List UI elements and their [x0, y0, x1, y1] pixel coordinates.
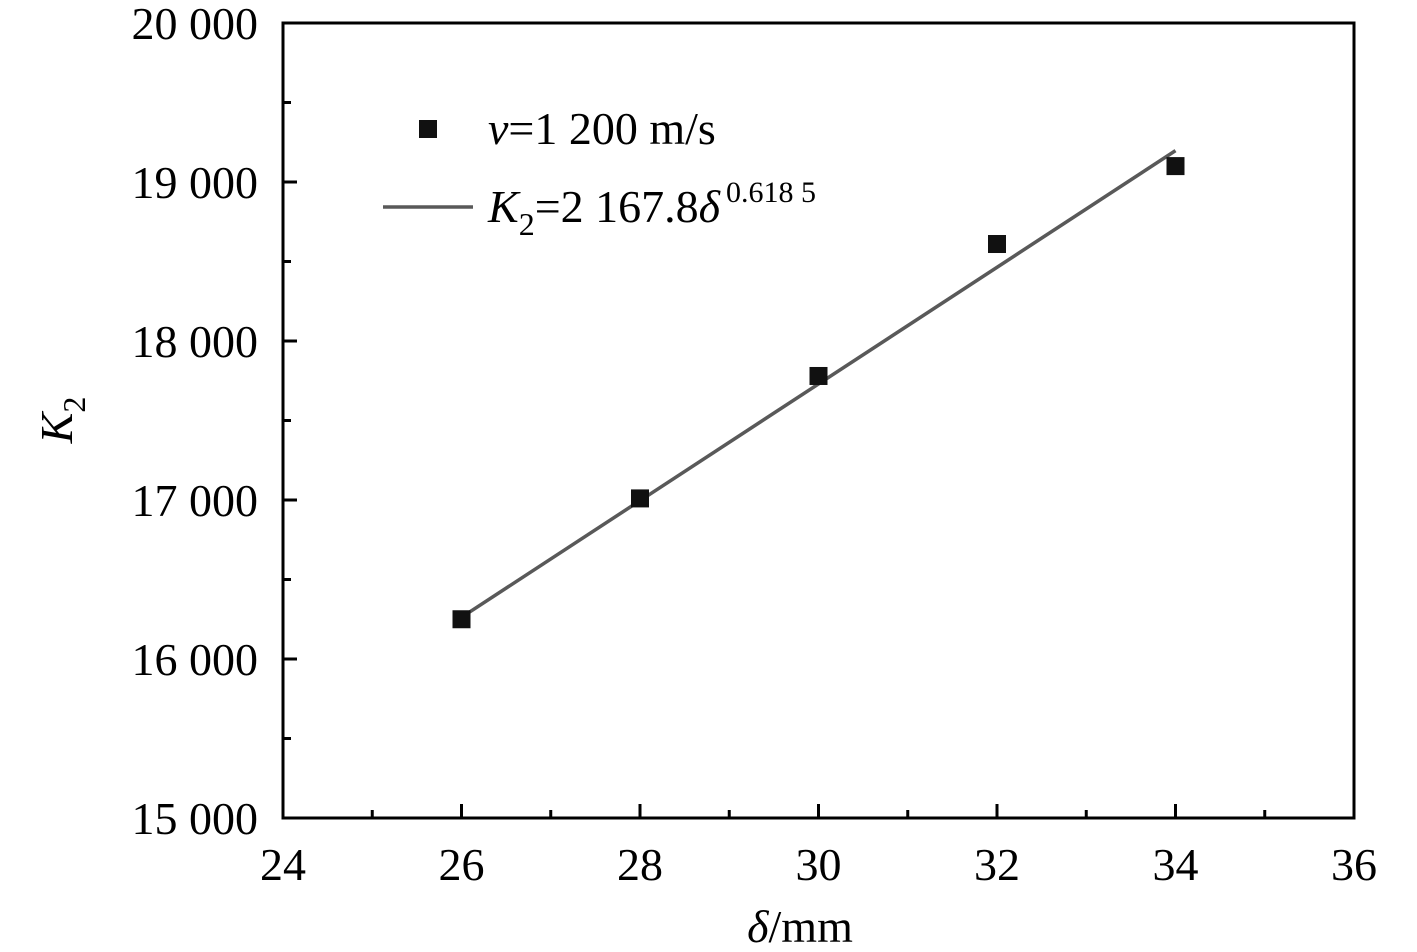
axis-ticks: [283, 101, 1267, 818]
y-tick-labels: 15 000 16 000 17 000 18 000 19 000 20 000: [132, 0, 259, 844]
legend-fit-exponent: 0.618 5: [726, 176, 816, 209]
x-tick-labels: 24 26 28 30 32 34 36: [260, 839, 1377, 890]
x-axis-label: δ/mm: [747, 901, 853, 952]
x-tick-label: 32: [974, 839, 1020, 890]
plot-area: [281, 21, 1356, 820]
data-point: [631, 489, 649, 508]
data-points: [452, 157, 1185, 629]
legend-scatter-rest: =1 200 m/s: [508, 103, 715, 154]
legend: v=1 200 m/s K2=2 167.8δ 0.618 5: [383, 103, 816, 242]
data-point: [988, 235, 1006, 254]
x-tick-label: 30: [796, 839, 842, 890]
y-tick-label: 15 000: [132, 793, 259, 844]
x-tick-label: 28: [617, 839, 663, 890]
data-point: [809, 366, 828, 385]
x-tick-label: 36: [1331, 839, 1377, 890]
legend-fit-variable: δ: [699, 181, 721, 232]
legend-label-fit: K2=2 167.8δ 0.618 5: [487, 176, 816, 242]
x-tick-label: 34: [1153, 839, 1199, 890]
x-axis-unit: /mm: [769, 901, 854, 952]
data-point: [452, 610, 471, 629]
data-point: [1166, 157, 1185, 176]
x-tick-label: 26: [439, 839, 485, 890]
y-tick-label: 16 000: [132, 634, 259, 685]
y-axis-label: K2: [31, 397, 92, 445]
legend-fit-rest: =2 167.8: [535, 181, 699, 232]
legend-fit-symbol: K: [487, 181, 521, 232]
y-tick-label: 20 000: [132, 0, 259, 49]
legend-scatter-symbol: v: [488, 103, 509, 154]
legend-fit-subscript: 2: [519, 206, 535, 242]
x-tick-label: 24: [260, 839, 306, 890]
y-axis-subscript: 2: [56, 397, 92, 413]
x-axis-symbol: δ: [747, 901, 769, 952]
legend-marker-square: [419, 120, 437, 138]
y-tick-label: 17 000: [132, 475, 259, 526]
plot-frame: [281, 21, 1356, 820]
y-tick-label: 19 000: [132, 157, 259, 208]
y-tick-label: 18 000: [132, 316, 259, 367]
y-axis-symbol: K: [31, 410, 82, 444]
legend-label-scatter: v=1 200 m/s: [488, 103, 716, 154]
